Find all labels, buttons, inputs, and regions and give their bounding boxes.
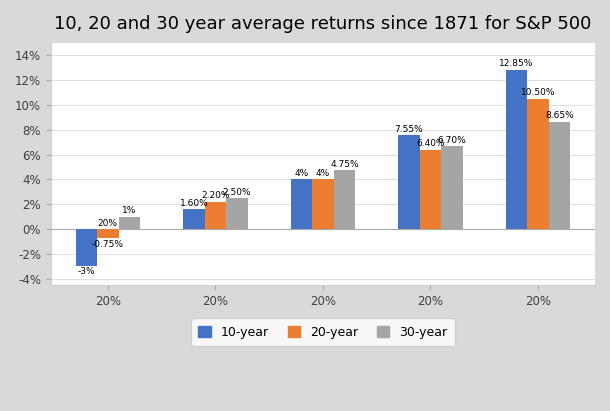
Bar (97, 229, 118, 238)
Text: -3%: -3% (77, 268, 95, 277)
Text: 10.50%: 10.50% (521, 88, 555, 97)
Text: 6.40%: 6.40% (416, 139, 445, 148)
Text: 8.65%: 8.65% (545, 111, 574, 120)
Text: 1%: 1% (122, 206, 137, 215)
Bar (398, 135, 420, 229)
Bar (204, 202, 226, 229)
Text: -0.75%: -0.75% (92, 240, 124, 249)
Text: 4%: 4% (316, 169, 330, 178)
Bar (527, 99, 549, 229)
Bar (506, 69, 527, 229)
Text: 1.60%: 1.60% (179, 199, 208, 208)
Bar (312, 179, 334, 229)
Bar (183, 209, 204, 229)
Text: 7.55%: 7.55% (395, 125, 423, 134)
Text: 20%: 20% (98, 219, 118, 228)
Bar (420, 150, 441, 229)
Bar (226, 198, 248, 229)
Text: 4%: 4% (294, 169, 309, 178)
Text: 6.70%: 6.70% (437, 136, 467, 145)
Title: 10, 20 and 30 year average returns since 1871 for S&P 500: 10, 20 and 30 year average returns since… (54, 15, 592, 33)
Bar (334, 170, 355, 229)
Bar (441, 146, 463, 229)
Legend: 10-year, 20-year, 30-year: 10-year, 20-year, 30-year (191, 319, 455, 346)
Text: 12.85%: 12.85% (500, 59, 534, 68)
Text: 2.20%: 2.20% (201, 192, 229, 201)
Bar (118, 217, 140, 229)
Bar (290, 179, 312, 229)
Bar (76, 229, 97, 266)
Text: 4.75%: 4.75% (330, 160, 359, 169)
Bar (549, 122, 570, 229)
Text: 2.50%: 2.50% (223, 188, 251, 197)
